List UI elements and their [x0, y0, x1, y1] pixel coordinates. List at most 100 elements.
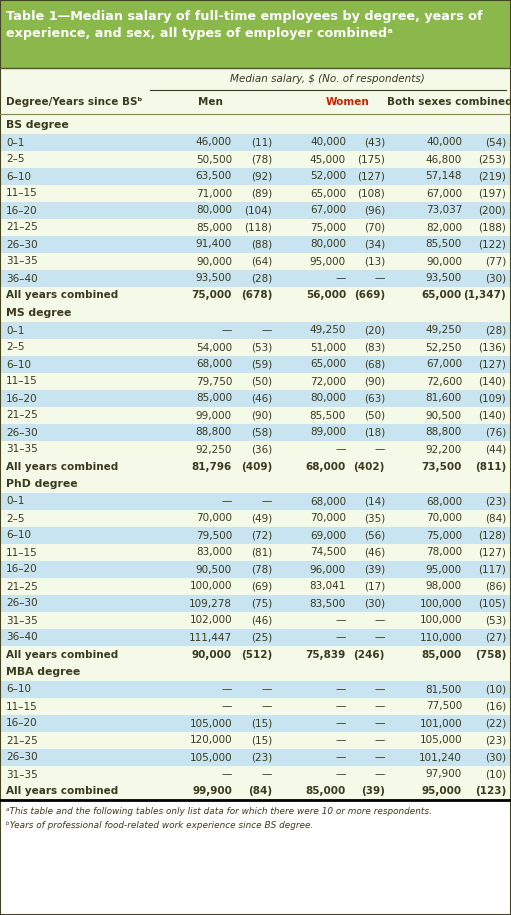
Text: —: — [375, 736, 385, 746]
Text: 70,000: 70,000 [310, 513, 346, 523]
Bar [0, 304, 511, 322]
Bar [0, 322, 511, 339]
Text: 105,000: 105,000 [420, 736, 462, 746]
Bar [0, 612, 511, 629]
Bar [0, 783, 511, 800]
Bar [0, 578, 511, 595]
Bar [0, 629, 511, 646]
Text: (25): (25) [251, 632, 272, 642]
Bar [0, 749, 511, 766]
Text: 67,000: 67,000 [426, 188, 462, 199]
Text: 93,500: 93,500 [426, 274, 462, 284]
Text: 83,500: 83,500 [310, 598, 346, 608]
Text: (669): (669) [354, 290, 385, 300]
Text: (122): (122) [478, 240, 506, 250]
Text: 79,750: 79,750 [196, 376, 232, 386]
Text: (28): (28) [251, 274, 272, 284]
Text: 90,000: 90,000 [426, 256, 462, 266]
Text: 21–25: 21–25 [6, 222, 38, 232]
Text: (15): (15) [251, 718, 272, 728]
Text: 85,000: 85,000 [422, 650, 462, 660]
Text: 99,900: 99,900 [192, 787, 232, 796]
Text: (35): (35) [364, 513, 385, 523]
Text: 102,000: 102,000 [190, 616, 232, 626]
Bar [0, 544, 511, 561]
Text: (200): (200) [478, 206, 506, 216]
Text: (72): (72) [251, 531, 272, 541]
Bar [0, 527, 511, 544]
Text: Men: Men [198, 97, 222, 107]
Bar [0, 373, 511, 390]
Text: 81,600: 81,600 [426, 393, 462, 404]
Text: —: — [222, 326, 232, 336]
Bar [0, 698, 511, 715]
Text: All years combined: All years combined [6, 290, 118, 300]
Text: (58): (58) [251, 427, 272, 437]
Text: (43): (43) [364, 137, 385, 147]
Text: 105,000: 105,000 [190, 718, 232, 728]
Text: —: — [336, 632, 346, 642]
Text: 81,500: 81,500 [426, 684, 462, 694]
Text: (89): (89) [251, 188, 272, 199]
Text: (17): (17) [364, 582, 385, 591]
Text: 80,000: 80,000 [310, 240, 346, 250]
Bar [0, 646, 511, 663]
Text: Table 1—Median salary of full-time employees by degree, years of
experience, and: Table 1—Median salary of full-time emplo… [6, 10, 482, 40]
Text: 72,600: 72,600 [426, 376, 462, 386]
Text: (70): (70) [364, 222, 385, 232]
Bar [0, 458, 511, 475]
Bar [0, 681, 511, 698]
Text: 90,500: 90,500 [426, 411, 462, 421]
Text: (108): (108) [357, 188, 385, 199]
Text: 109,278: 109,278 [189, 598, 232, 608]
Text: (64): (64) [251, 256, 272, 266]
Text: 6–10: 6–10 [6, 171, 31, 181]
Text: —: — [375, 752, 385, 762]
Text: 85,500: 85,500 [426, 240, 462, 250]
Text: 90,000: 90,000 [192, 650, 232, 660]
Text: (44): (44) [485, 445, 506, 455]
Text: 6–10: 6–10 [6, 684, 31, 694]
Text: (22): (22) [485, 718, 506, 728]
Text: 68,000: 68,000 [310, 497, 346, 507]
Text: 75,000: 75,000 [310, 222, 346, 232]
Text: —: — [222, 684, 232, 694]
Text: 68,000: 68,000 [426, 497, 462, 507]
Text: 65,000: 65,000 [310, 360, 346, 370]
Text: 31–35: 31–35 [6, 616, 38, 626]
Text: 91,400: 91,400 [196, 240, 232, 250]
Text: 0–1: 0–1 [6, 497, 25, 507]
Text: —: — [262, 326, 272, 336]
Text: 0–1: 0–1 [6, 137, 25, 147]
Text: 95,000: 95,000 [422, 787, 462, 796]
Text: ᵇYears of professional food-related work experience since BS degree.: ᵇYears of professional food-related work… [6, 822, 313, 831]
Text: 73,037: 73,037 [426, 206, 462, 216]
Text: (23): (23) [485, 736, 506, 746]
Text: —: — [375, 274, 385, 284]
Text: —: — [336, 752, 346, 762]
Bar [0, 339, 511, 356]
Text: 70,000: 70,000 [426, 513, 462, 523]
Text: 49,250: 49,250 [426, 326, 462, 336]
Text: (140): (140) [478, 376, 506, 386]
Text: MS degree: MS degree [6, 308, 72, 318]
Text: 96,000: 96,000 [310, 565, 346, 575]
Text: BS degree: BS degree [6, 120, 69, 130]
Text: —: — [262, 684, 272, 694]
Bar [0, 68, 511, 116]
Text: (127): (127) [478, 360, 506, 370]
Bar [0, 134, 511, 151]
Text: 82,000: 82,000 [426, 222, 462, 232]
Text: —: — [375, 718, 385, 728]
Text: (46): (46) [251, 616, 272, 626]
Text: 52,250: 52,250 [426, 342, 462, 352]
Bar [0, 441, 511, 458]
Text: 88,800: 88,800 [196, 427, 232, 437]
Text: (128): (128) [478, 531, 506, 541]
Text: 11–15: 11–15 [6, 188, 38, 199]
Text: 54,000: 54,000 [196, 342, 232, 352]
Text: 70,000: 70,000 [196, 513, 232, 523]
Text: (15): (15) [251, 736, 272, 746]
Text: 74,500: 74,500 [310, 547, 346, 557]
Text: (16): (16) [485, 702, 506, 712]
